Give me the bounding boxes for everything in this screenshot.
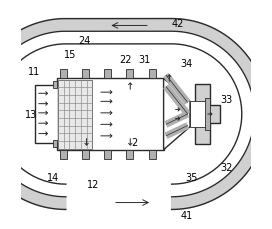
Text: 34: 34 [181, 59, 193, 69]
Polygon shape [0, 32, 254, 197]
Bar [126, 70, 133, 79]
Text: 14: 14 [47, 172, 59, 183]
Text: 33: 33 [221, 95, 233, 105]
Polygon shape [0, 45, 242, 184]
Text: 32: 32 [221, 162, 233, 172]
Bar [126, 150, 133, 159]
Bar [82, 150, 89, 159]
Bar [57, 79, 163, 150]
Bar [82, 70, 89, 79]
Bar [58, 80, 92, 149]
Bar [149, 150, 156, 159]
Bar [195, 124, 210, 144]
Text: 41: 41 [181, 210, 193, 220]
Bar [53, 141, 57, 148]
Bar [104, 150, 111, 159]
Text: 42: 42 [171, 19, 184, 29]
Bar [195, 85, 210, 105]
Text: 11: 11 [27, 67, 40, 77]
Polygon shape [163, 79, 190, 150]
Bar [190, 102, 207, 127]
Bar [149, 70, 156, 79]
Text: 15: 15 [64, 50, 77, 60]
Bar [205, 99, 210, 130]
Bar [60, 150, 67, 159]
Bar [60, 70, 67, 79]
Text: 2: 2 [132, 137, 138, 147]
Text: 35: 35 [185, 172, 197, 183]
Bar [104, 70, 111, 79]
Text: 31: 31 [138, 55, 150, 65]
Bar [190, 105, 220, 124]
Bar [35, 86, 58, 143]
Text: 13: 13 [24, 109, 37, 120]
Text: 24: 24 [78, 36, 90, 46]
Text: 22: 22 [119, 55, 132, 65]
Text: 12: 12 [87, 179, 100, 189]
Polygon shape [0, 19, 267, 210]
Bar [53, 81, 57, 88]
